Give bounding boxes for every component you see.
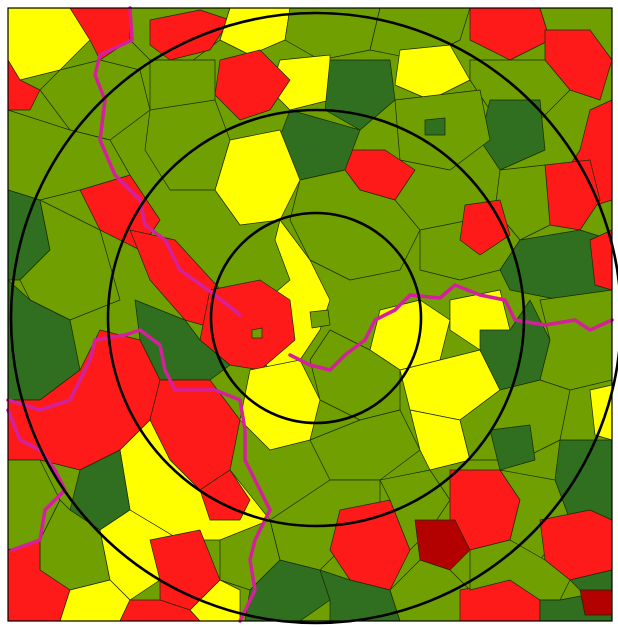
region-patch [289,169,421,281]
region-patch [414,519,471,571]
radius-rings [9,11,618,625]
region-layer [7,7,613,622]
map-frame-border [7,7,613,622]
region-patch [144,99,231,191]
region-patch [409,409,471,471]
region-patch [539,289,613,391]
region-patch [251,327,263,339]
region-patch [199,469,251,521]
radius-ring-1 [209,211,423,425]
region-patch [309,309,331,329]
radius-ring-3 [9,11,618,625]
region-patch [489,424,536,471]
region-patch [459,379,571,461]
region-patch [39,59,151,141]
admin-boundary-line [93,6,242,317]
admin-boundary-line [288,283,614,372]
radius-ring-2 [106,108,526,528]
admin-boundary-line [6,408,67,552]
admin-boundary-line [6,328,272,623]
region-patch [394,44,471,101]
region-patch [149,9,231,61]
admin-boundary-layer [6,6,614,623]
region-patch [424,117,446,136]
region-patch [459,199,511,256]
